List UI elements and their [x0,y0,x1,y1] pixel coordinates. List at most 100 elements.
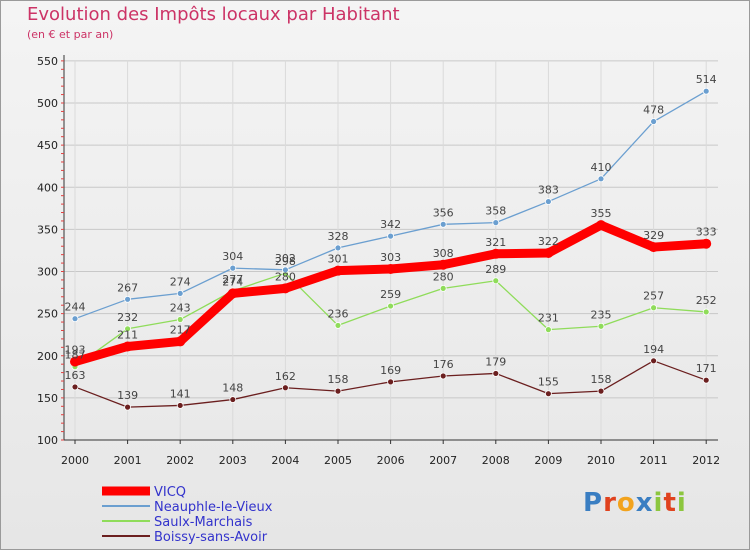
logo-letter: i [653,488,664,518]
data-point [490,248,501,259]
data-label: 244 [65,301,86,314]
data-point [122,341,133,352]
data-label: 355 [591,207,612,220]
data-label: 259 [380,288,401,301]
data-point [280,283,291,294]
data-label: 243 [170,302,191,315]
logo-letter: o [616,488,636,518]
data-point [702,376,710,384]
data-point [176,290,184,297]
data-point [648,242,659,253]
data-point [702,308,710,316]
data-point [334,387,342,395]
y-tick-label: 300 [37,266,58,279]
data-point [701,238,712,249]
data-point [124,325,131,333]
data-point [70,356,80,367]
data-label: 478 [643,104,664,117]
data-point [492,277,500,285]
data-point [227,288,238,299]
x-tick-label: 2001 [114,454,142,467]
x-tick-label: 2008 [482,454,510,467]
data-point [492,370,500,377]
chart-subtitle: (en € et par an) [27,28,114,41]
data-label: 162 [275,370,296,383]
data-label: 303 [380,251,401,264]
logo-letter: r [603,488,617,518]
data-point [124,403,131,411]
data-point [543,247,554,258]
data-point [439,220,447,228]
data-label: 277 [222,273,243,286]
data-point [71,383,79,391]
chart-title: Evolution des Impôts locaux par Habitant [27,4,400,25]
data-label: 193 [65,344,86,357]
data-point [229,264,237,272]
data-point [333,265,343,276]
y-tick-label: 100 [37,434,58,447]
proxiti-logo: Proxiti [583,488,687,518]
y-tick-label: 200 [37,350,58,363]
data-label: 257 [643,290,664,303]
data-label: 148 [222,382,243,395]
data-label: 322 [538,235,559,248]
y-tick-label: 500 [37,97,58,110]
data-label: 358 [485,205,506,218]
data-label: 298 [275,255,296,268]
data-label: 194 [643,343,664,356]
data-point [702,87,710,95]
data-point [387,378,395,386]
data-label: 211 [117,328,138,341]
y-tick-label: 400 [37,181,58,194]
logo-letter: t [663,488,677,518]
data-point [545,326,552,334]
data-label: 280 [275,270,296,283]
data-point [597,175,605,183]
data-point [439,372,447,380]
data-label: 301 [328,253,349,266]
data-point [438,259,449,270]
legend-label: Boissy-sans-Avoir [154,530,268,545]
x-tick-label: 2009 [534,454,562,467]
data-label: 169 [380,364,401,377]
data-label: 171 [696,362,717,375]
data-point [545,198,552,205]
legend-label: Neauphle-le-Vieux [154,500,273,515]
data-label: 274 [222,275,243,288]
data-label: 267 [117,281,138,294]
data-label: 514 [696,73,717,86]
y-tick-label: 150 [37,392,58,405]
data-point [596,220,606,231]
data-point [650,357,657,365]
data-label: 304 [222,250,243,263]
data-point [545,390,552,398]
logo-letter: i [676,488,687,518]
data-point [229,396,237,403]
data-point [650,304,657,312]
data-label: 235 [591,308,612,321]
data-label: 236 [328,307,349,320]
x-tick-label: 2006 [377,454,405,467]
data-label: 139 [117,389,138,402]
data-point [176,402,184,409]
data-point [175,336,186,347]
data-point [650,118,657,125]
data-label: 231 [538,312,559,325]
data-label: 179 [485,355,506,368]
data-label: 329 [643,229,664,242]
data-point [281,266,289,274]
y-tick-label: 350 [37,223,58,236]
data-label: 289 [485,263,506,276]
data-point [492,219,500,227]
y-tick-label: 450 [37,139,58,152]
data-point [439,284,447,292]
data-label: 333 [696,226,717,239]
legend-label: VICQ [154,485,186,500]
x-tick-label: 2002 [166,454,194,467]
data-label: 176 [433,358,454,371]
data-label: 410 [591,161,612,174]
data-label: 155 [538,376,559,389]
data-label: 232 [117,311,138,324]
